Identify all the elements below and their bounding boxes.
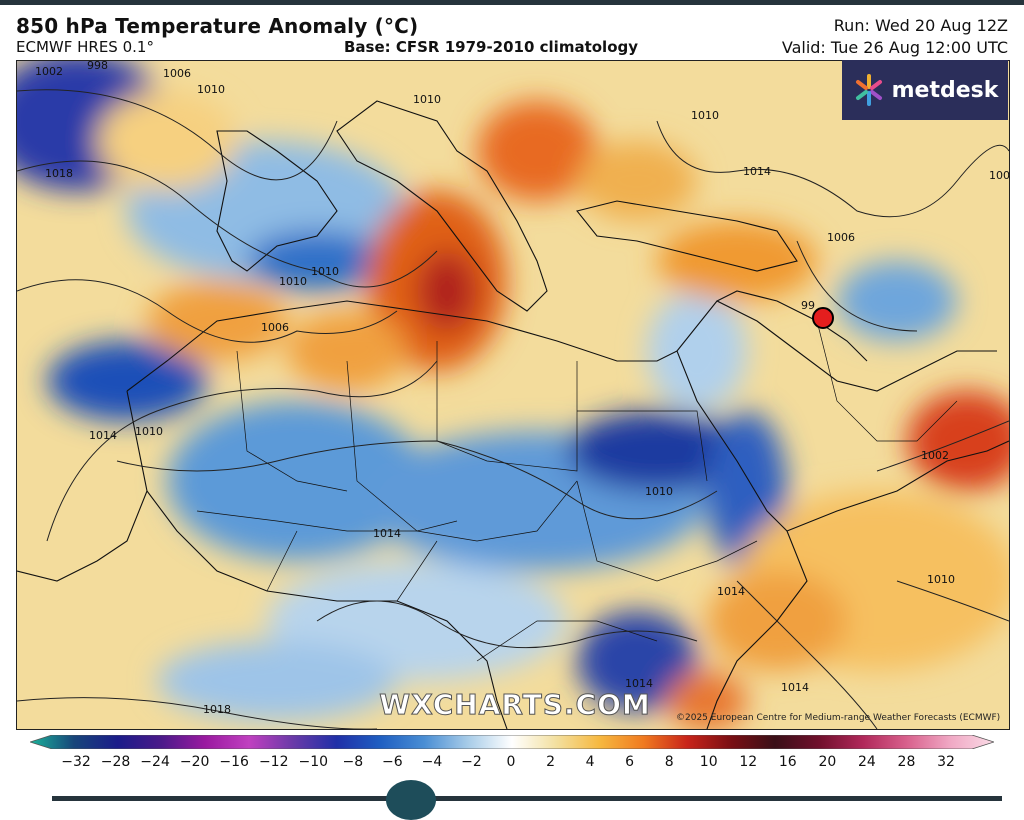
colorbar	[30, 735, 994, 749]
colorbar-tick-label: 32	[937, 754, 955, 770]
bottom-border	[52, 796, 1002, 801]
isobar-label: 1018	[203, 703, 231, 716]
valid-time-label: Valid: Tue 26 Aug 12:00 UTC	[781, 38, 1008, 57]
colorbar-tick-label: 12	[739, 754, 758, 770]
isobar-label: 1014	[373, 527, 401, 540]
isobars	[17, 89, 1009, 729]
climatology-base-label: Base: CFSR 1979-2010 climatology	[344, 38, 639, 56]
colorbar-tick-label: −32	[61, 754, 91, 770]
isobar-label: 1010	[311, 265, 339, 278]
location-marker	[812, 307, 834, 329]
top-border	[0, 0, 1024, 5]
scroll-handle[interactable]	[386, 780, 436, 820]
logo-text: metdesk	[891, 77, 999, 103]
isobar-label: 1010	[691, 109, 719, 122]
isobar-label: 1010	[279, 275, 307, 288]
anomaly-map[interactable]: 1002 998 1006 1010 1018 1010 1010 1010 1…	[16, 60, 1010, 730]
isobar-label: 1002	[921, 449, 949, 462]
map-canvas: 1002 998 1006 1010 1018 1010 1010 1010 1…	[17, 61, 1009, 729]
colorbar-tick-label: 10	[699, 754, 718, 770]
coastlines	[17, 100, 1009, 729]
country-borders	[196, 320, 958, 662]
colorbar-tick-label: −24	[140, 754, 170, 770]
colorbar-tick-label: 20	[818, 754, 837, 770]
isobar-label: 1006	[163, 67, 191, 80]
isobar-label: 99	[801, 299, 815, 312]
model-label: ECMWF HRES 0.1°	[16, 38, 154, 56]
isobar-label: 1002	[35, 65, 63, 78]
colorbar-ticks: −32 −28 −24 −20 −16 −12 −10 −8 −6 −4 −2 0 2 4 6 8 10 12 16…	[0, 754, 1024, 776]
colorbar-tick-label: 6	[625, 754, 635, 770]
colorbar-tick-label: −8	[342, 754, 364, 770]
isobar-label: 1006	[989, 169, 1009, 182]
isobar-label: 1006	[827, 231, 855, 244]
isobar-label: 1014	[625, 677, 653, 690]
wxcharts-watermark: WXCHARTS.COM	[379, 688, 651, 722]
colorbar-tick-label: −2	[461, 754, 482, 770]
colorbar-tick-label: −6	[382, 754, 403, 770]
colorbar-tick-label: −12	[258, 754, 289, 770]
isobar-label: 998	[87, 61, 108, 72]
metdesk-logo: metdesk	[842, 60, 1008, 120]
colorbar-tick-label: −4	[421, 754, 443, 770]
colorbar-tick-label: 0	[506, 754, 516, 770]
colorbar-tick-label: 24	[857, 754, 876, 770]
isobar-label: 1006	[261, 321, 289, 334]
isobar-label-group: 1002 998 1006 1010 1018 1010 1010 1010 1…	[35, 61, 1009, 716]
isobar-label: 1014	[89, 429, 117, 442]
asterisk-logo-icon	[855, 74, 882, 106]
isobar-label: 1018	[45, 167, 73, 180]
isobar-label: 1010	[927, 573, 955, 586]
isobar-label: 1010	[135, 425, 163, 438]
colorbar-tick-label: 28	[897, 754, 916, 770]
anomaly-fields	[17, 61, 1009, 729]
isobar-label: 1014	[743, 165, 771, 178]
colorbar-tick-label: −28	[100, 754, 131, 770]
colorbar-tick-label: −20	[179, 754, 210, 770]
colorbar-tick-label: −16	[219, 754, 249, 770]
run-time-label: Run: Wed 20 Aug 12Z	[833, 16, 1008, 35]
colorbar-tick-label: 16	[778, 754, 797, 770]
isobar-label: 1014	[781, 681, 809, 694]
isobar-label: 1010	[645, 485, 673, 498]
chart-title: 850 hPa Temperature Anomaly (°C)	[16, 14, 419, 38]
isobar-label: 1010	[413, 93, 441, 106]
colorbar-tick-label: 4	[585, 754, 595, 770]
colorbar-tick-label: 8	[664, 754, 674, 770]
colorbar-tick-label: −10	[298, 754, 329, 770]
isobar-label: 1010	[197, 83, 225, 96]
copyright-notice: ©2025 European Centre for Medium-range W…	[676, 713, 1001, 723]
colorbar-tick-label: 2	[546, 754, 555, 770]
isobar-label: 1014	[717, 585, 745, 598]
